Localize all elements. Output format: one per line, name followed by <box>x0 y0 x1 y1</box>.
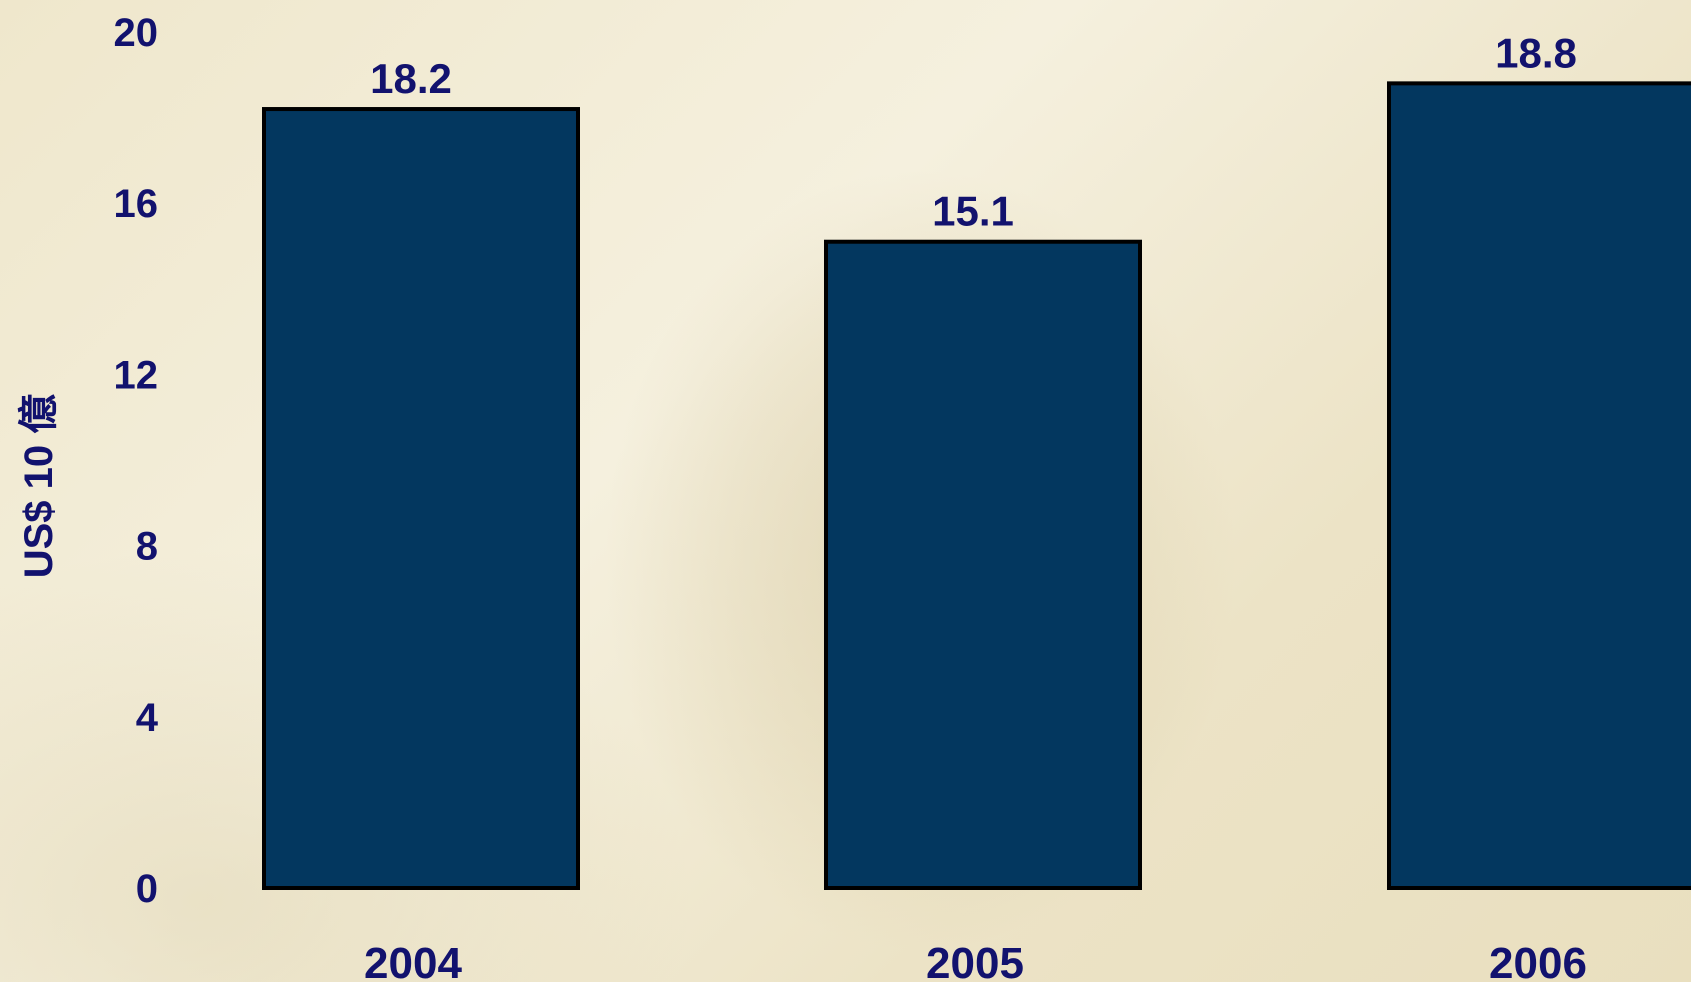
bar-2004 <box>262 107 580 891</box>
x-category-label: 2006 <box>1489 939 1587 982</box>
bar-2005 <box>824 239 1142 891</box>
category-labels: 2004 2005 2006 <box>364 939 1587 982</box>
y-tick-label: 8 <box>136 525 158 569</box>
y-axis-title-group: US$ 10 億 <box>17 394 61 579</box>
bar-value-label: 15.1 <box>932 188 1014 235</box>
y-axis-title: US$ 10 億 <box>17 394 61 579</box>
bars <box>262 81 1691 891</box>
x-category-label: 2005 <box>926 939 1024 982</box>
y-tick-label: 12 <box>114 353 159 397</box>
y-tick-label: 20 <box>114 11 159 55</box>
bar-2006 <box>1387 81 1691 891</box>
y-axis-ticks: 0 4 8 12 16 20 <box>114 11 159 911</box>
y-tick-label: 16 <box>114 182 159 226</box>
y-tick-label: 4 <box>136 696 159 740</box>
value-labels: 18.2 15.1 18.8 <box>370 29 1577 234</box>
y-tick-label: 0 <box>136 867 158 911</box>
bar-value-label: 18.8 <box>1495 29 1577 76</box>
x-category-label: 2004 <box>364 939 462 982</box>
bar-value-label: 18.2 <box>370 55 452 102</box>
